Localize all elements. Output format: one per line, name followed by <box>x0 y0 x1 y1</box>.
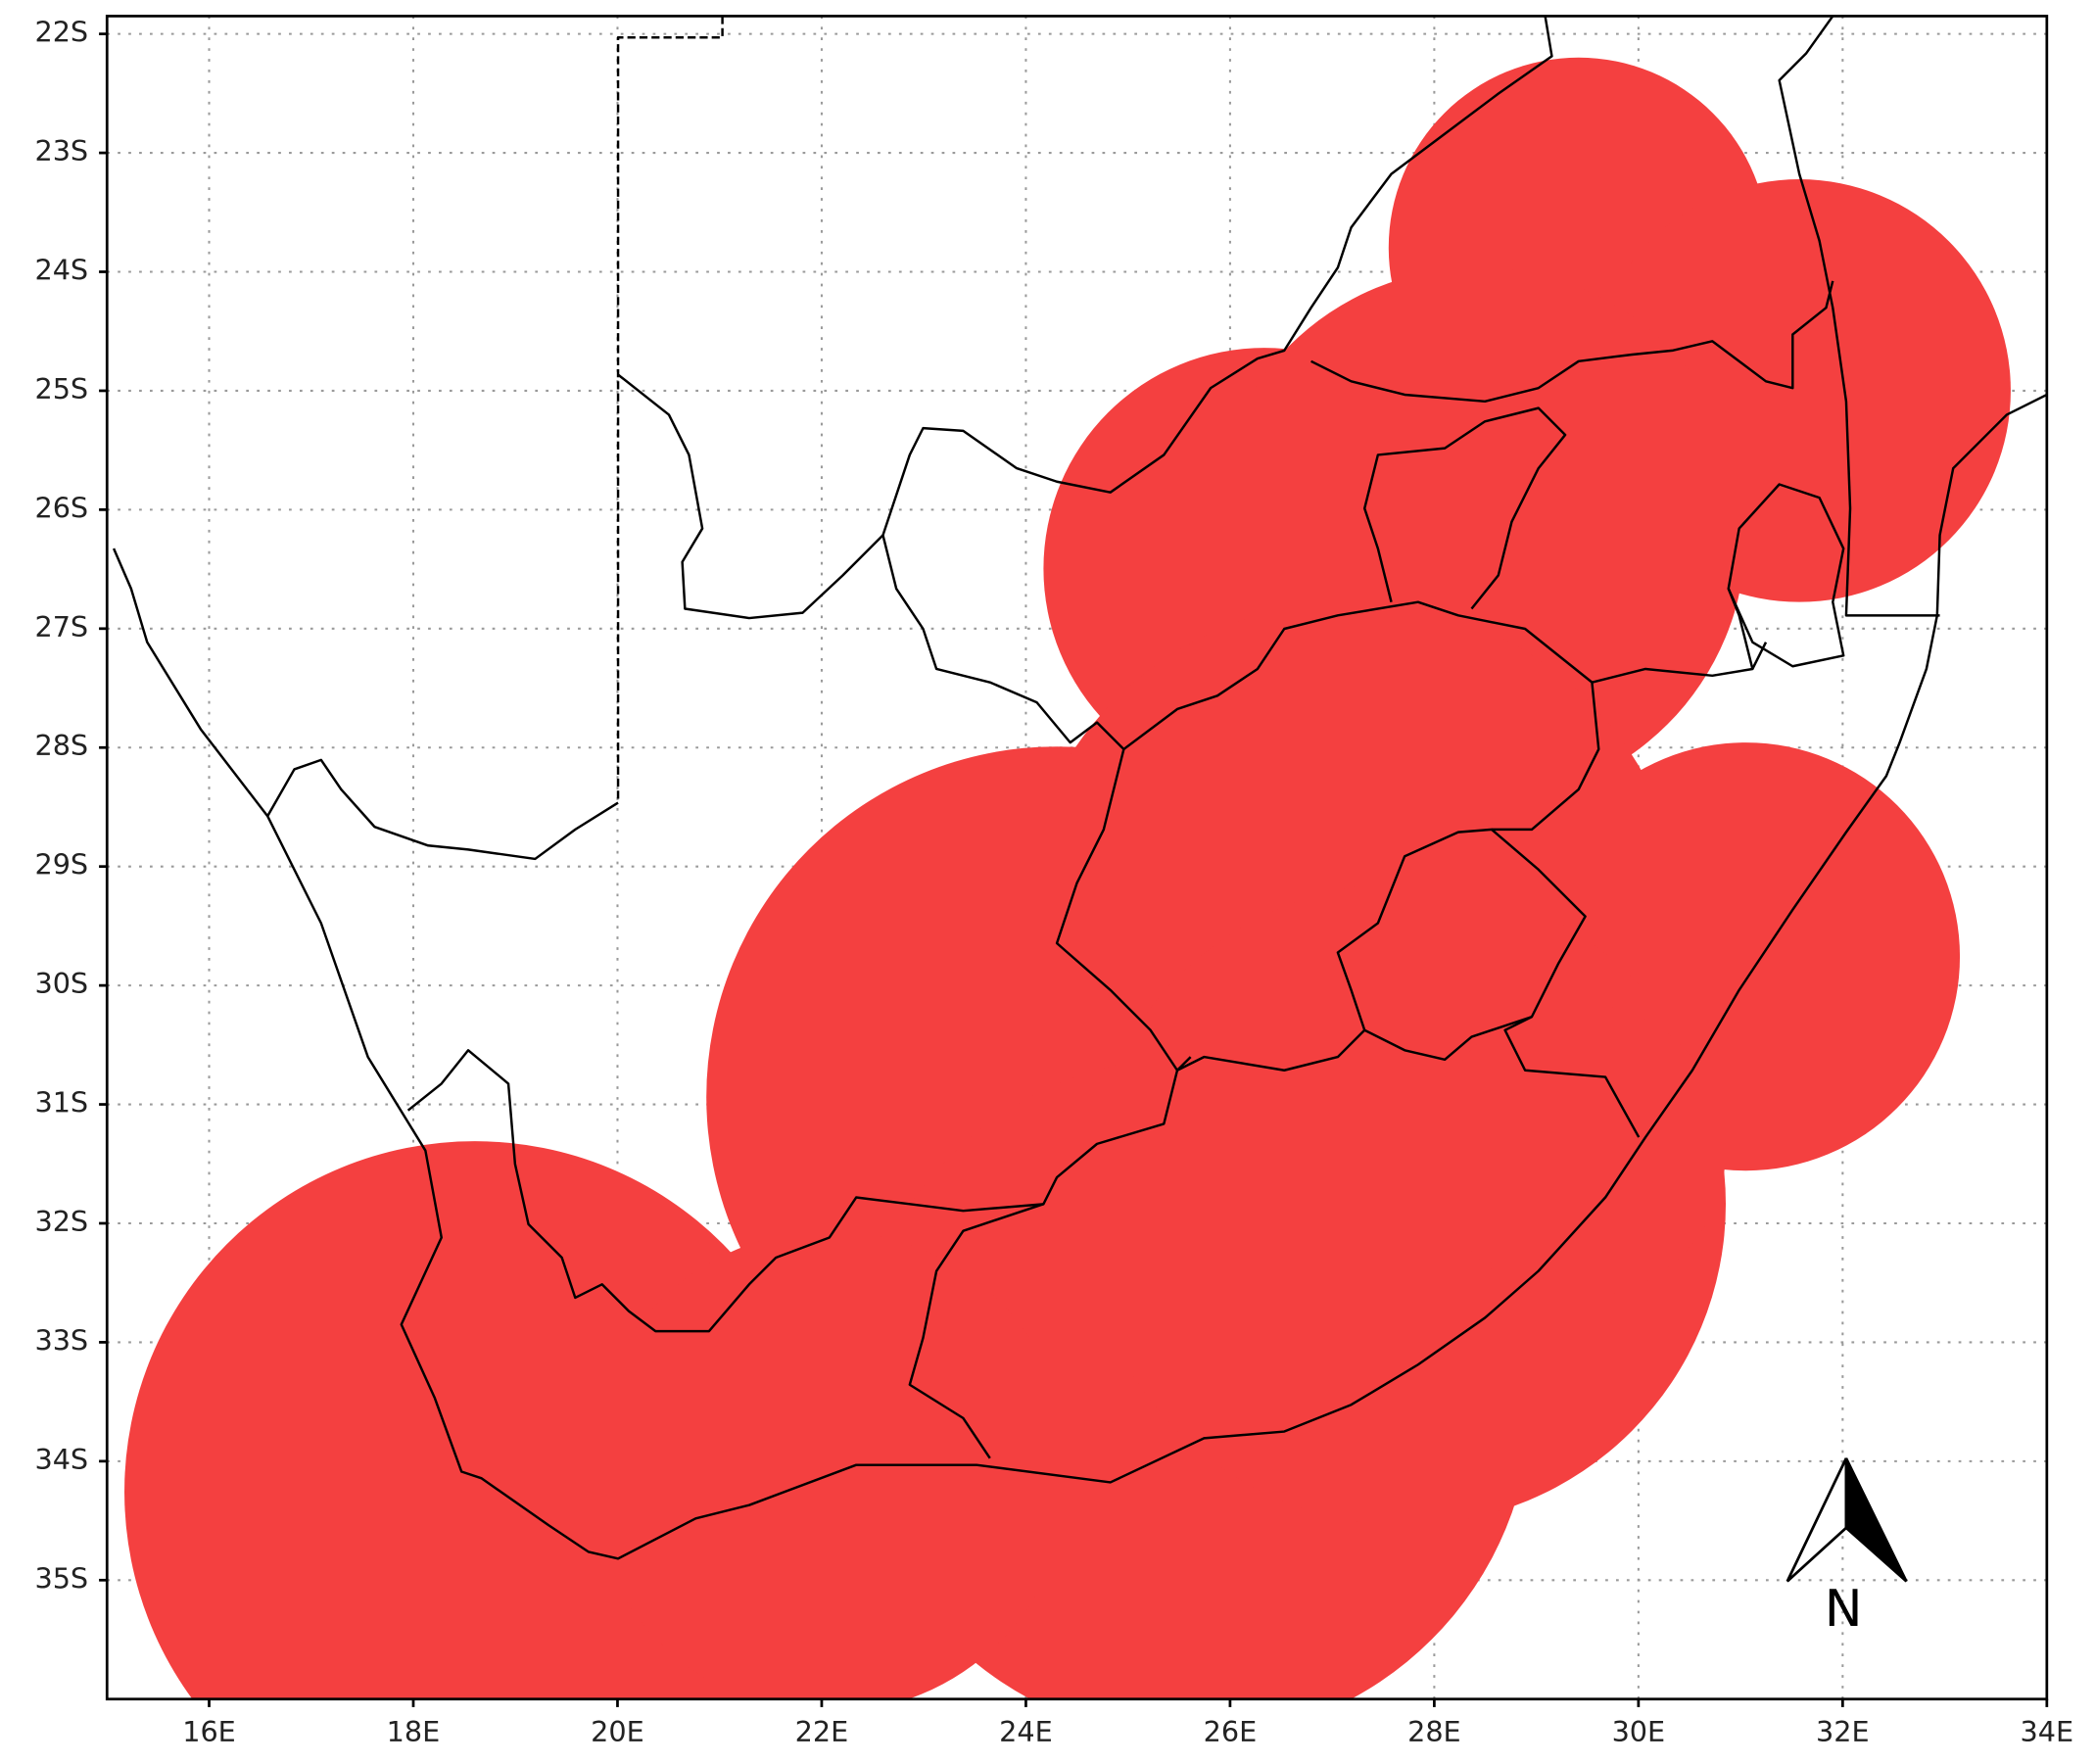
y-tick-label: 33S <box>34 1323 88 1357</box>
north-label: N <box>1825 1580 1863 1639</box>
y-tick-label: 29S <box>34 848 88 882</box>
x-tick-label: 32E <box>1816 1715 1870 1748</box>
frame <box>105 15 2049 1701</box>
x-tick-label: 30E <box>1612 1715 1666 1748</box>
x-tick-label: 26E <box>1204 1715 1258 1748</box>
y-tick-label: 24S <box>34 254 88 287</box>
y-tick-label: 35S <box>34 1561 88 1595</box>
north-arrow: N <box>1786 1457 1908 1639</box>
x-tick-label: 20E <box>591 1715 644 1748</box>
y-tick-label: 26S <box>34 491 88 524</box>
borders <box>112 16 2047 1560</box>
x-tick-label: 24E <box>999 1715 1053 1748</box>
y-tick-label: 32S <box>34 1205 88 1238</box>
coverage <box>124 57 2011 1699</box>
y-tick-label: 31S <box>34 1086 88 1120</box>
x-tick-label: 28E <box>1407 1715 1461 1748</box>
y-tick-label: 28S <box>34 729 88 762</box>
y-tick-label: 30S <box>34 967 88 1000</box>
tick-labels: 16E 18E 20E 22E 24E 26E 28E 30E 32E 34E 22S 23S 24S 2… <box>34 16 2073 1749</box>
x-tick-label: 34E <box>2021 1715 2074 1748</box>
y-tick-label: 25S <box>34 372 88 405</box>
y-tick-label: 34S <box>34 1443 88 1476</box>
y-tick-label: 22S <box>34 16 88 49</box>
x-tick-label: 18E <box>387 1715 441 1748</box>
x-tick-label: 16E <box>182 1715 236 1748</box>
x-tick-label: 22E <box>795 1715 849 1748</box>
y-tick-label: 23S <box>34 134 88 167</box>
y-tick-label: 27S <box>34 610 88 644</box>
